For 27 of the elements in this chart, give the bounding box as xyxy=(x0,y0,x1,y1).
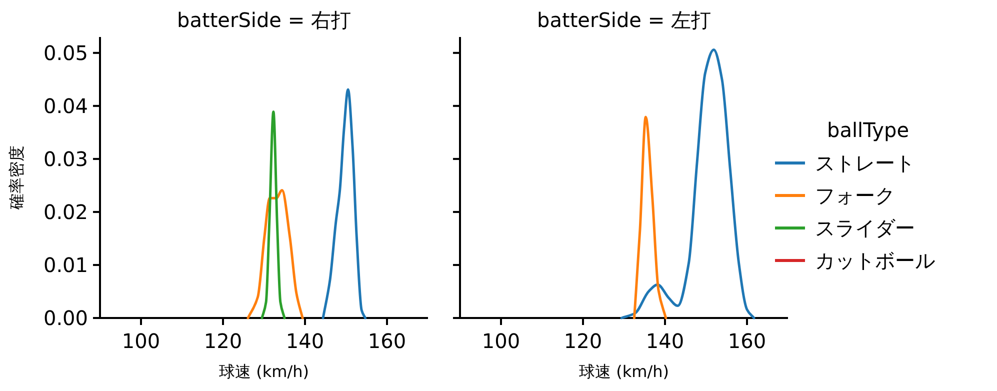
y-tick-label: 0.02 xyxy=(43,200,88,224)
x-tick-label: 120 xyxy=(564,329,602,353)
line-series xyxy=(246,188,304,320)
y-tick-label: 0.04 xyxy=(43,94,88,118)
x-axis-title: 球速 (km/h) xyxy=(219,362,309,381)
chart-title: batterSide = 右打 xyxy=(177,8,351,32)
y-tick-label: 0.03 xyxy=(43,146,88,171)
legend-label: カットボール xyxy=(815,248,935,272)
x-tick-label: 100 xyxy=(482,329,520,353)
y-tick-label: 0.00 xyxy=(43,306,88,330)
legend-label: フォーク xyxy=(815,184,895,208)
line-series xyxy=(322,88,367,320)
y-tick-label: 0.05 xyxy=(43,40,88,65)
x-tick-label: 140 xyxy=(286,329,324,353)
legend-label: ストレート xyxy=(815,151,915,175)
x-axis-title: 球速 (km/h) xyxy=(579,362,669,381)
x-tick-label: 100 xyxy=(122,329,160,353)
x-tick-label: 160 xyxy=(368,329,406,353)
y-tick-label: 0.01 xyxy=(43,252,88,277)
x-tick-label: 140 xyxy=(646,329,684,353)
chart-title: batterSide = 左打 xyxy=(537,8,711,32)
legend-title: ballType xyxy=(827,118,910,142)
x-tick-label: 120 xyxy=(204,329,242,353)
x-tick-label: 160 xyxy=(728,329,766,353)
line-series xyxy=(260,110,286,320)
legend-label: スライダー xyxy=(815,216,915,240)
y-axis-title: 確率密度 xyxy=(7,146,26,210)
